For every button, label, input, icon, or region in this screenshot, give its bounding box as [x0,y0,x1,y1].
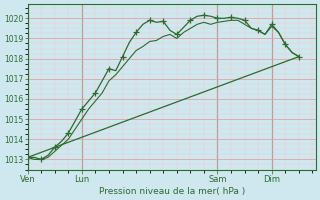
X-axis label: Pression niveau de la mer( hPa ): Pression niveau de la mer( hPa ) [99,187,245,196]
